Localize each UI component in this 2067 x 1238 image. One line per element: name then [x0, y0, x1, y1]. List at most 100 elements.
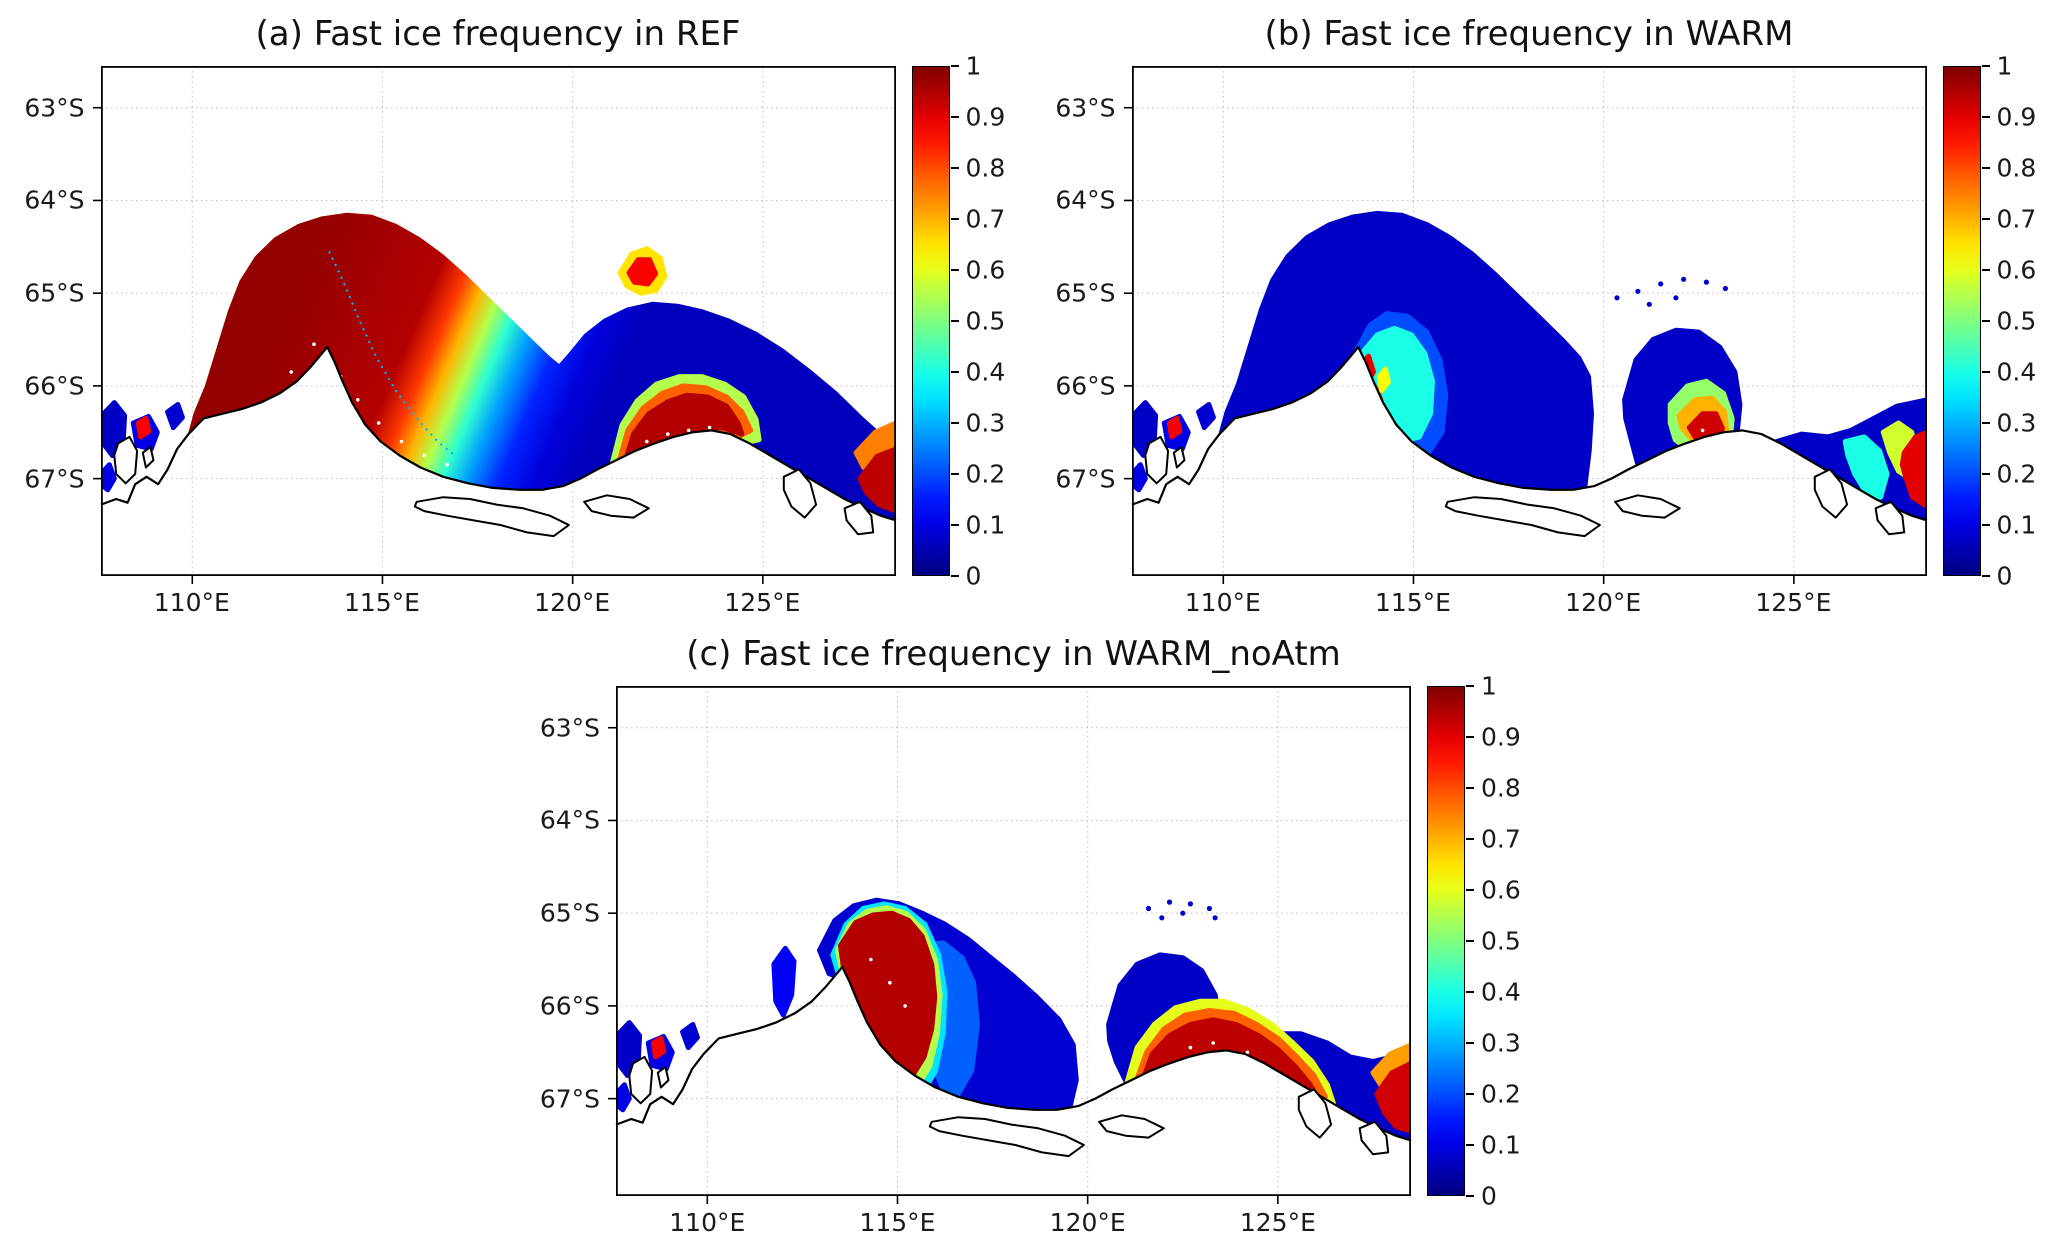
speckles — [288, 370, 293, 374]
west-ice-red-spot — [650, 1035, 667, 1060]
colorbar-tick-mark — [950, 575, 959, 577]
colorbar-tick-label: 0.7 — [965, 204, 1006, 234]
coastline — [615, 965, 1412, 1142]
right-cyan-patch — [1842, 434, 1890, 500]
island-outline — [1358, 1120, 1390, 1156]
coastline — [1131, 345, 1927, 522]
top-row: (a) Fast ice frequency in REF 63°S 64°S 65… — [0, 4, 2067, 618]
speckles — [1188, 1045, 1193, 1050]
island-outline — [1444, 496, 1601, 538]
colorbar-tick-mark — [1981, 320, 1990, 322]
west-ice-red-spot — [135, 415, 151, 440]
speckles — [888, 980, 892, 985]
offshore-specks — [1159, 915, 1165, 921]
colorbar-tick-mark — [1981, 473, 1990, 475]
colorbar-tick-label: 0 — [965, 561, 982, 591]
offshore-specks — [1206, 905, 1212, 912]
west-ice-patch — [1131, 462, 1148, 493]
offshore-specks — [1646, 301, 1652, 307]
island-outline — [656, 1066, 670, 1089]
island-outline — [1172, 446, 1185, 469]
x-tick-label: 120°E — [1049, 1208, 1126, 1237]
colorbar-tick-label: 0.1 — [1996, 510, 2037, 540]
offshore-specks — [1212, 915, 1218, 921]
right-edge-red — [856, 446, 896, 514]
speckles — [1211, 1041, 1215, 1045]
west-sliver — [771, 945, 797, 1018]
panel-b: (b) Fast ice frequency in WARM 63°S 64°S 6… — [1046, 4, 2053, 618]
colorbar-gradient — [911, 66, 950, 576]
colorbar-tick-mark — [1981, 371, 1990, 373]
plot-frame — [1131, 65, 1927, 577]
offshore-specks — [1672, 295, 1678, 301]
colorbar-tick-label: 0.2 — [1996, 459, 2037, 489]
colorbar-tick-label: 0 — [1481, 1181, 1497, 1211]
y-tick-label: 64°S — [24, 185, 85, 215]
island-outline — [1297, 1088, 1333, 1139]
colorbar-tick-label: 0.8 — [965, 153, 1006, 183]
colorbar-tick-label: 0.8 — [1996, 153, 2037, 183]
right-edge-orange — [853, 420, 896, 470]
right-edge-red — [1899, 429, 1927, 509]
colorbar-tick-label: 0.9 — [1481, 722, 1521, 752]
west-ice-patch — [1195, 402, 1216, 431]
panel-a-map — [92, 65, 896, 584]
map-background — [616, 686, 1411, 1196]
y-tick-label: 64°S — [1055, 185, 1116, 215]
x-tick-label: 125°E — [1755, 588, 1832, 617]
panel-b-colorbar: 1 0.9 0.8 0.7 0.6 0.5 0.4 0.3 0.2 0.1 0 — [1942, 52, 2053, 591]
x-tick-label: 110°E — [1184, 588, 1261, 617]
panel-c-x-axis-labels: 110°E 115°E 120°E 125°E — [616, 1196, 1411, 1238]
offshore-specks — [1187, 901, 1193, 907]
colorbar-tick-mark — [1981, 218, 1990, 220]
island-outline — [928, 1116, 1085, 1158]
axis-ticks — [1123, 106, 1795, 584]
colorbar-tick-label: 0.6 — [1481, 875, 1521, 905]
colorbar-tick-mark — [1466, 1144, 1474, 1146]
colorbar-tick-mark — [950, 320, 959, 322]
colorbar-tick-mark — [1466, 685, 1474, 687]
colorbar-tick-mark — [950, 269, 959, 271]
colorbar-tick-mark — [1466, 1195, 1474, 1197]
colorbar-tick-mark — [950, 218, 959, 220]
speckles — [707, 425, 711, 430]
contour-line — [327, 251, 455, 457]
speckles — [376, 421, 381, 425]
colorbar-tick-mark — [1466, 1093, 1474, 1095]
colorbar-tick-mark — [950, 422, 959, 424]
ice-frequency-field — [100, 212, 896, 521]
axis-ticks — [92, 106, 764, 584]
panel-b-x-axis-labels: 110°E 115°E 120°E 125°E — [1132, 576, 1927, 618]
panel-a-x-axis-labels: 110°E 115°E 120°E 125°E — [101, 576, 896, 618]
west-ice-red-spot — [1166, 415, 1182, 440]
island-outline — [1098, 1114, 1165, 1139]
speckles — [311, 342, 316, 347]
colorbar-tick-label: 0.1 — [965, 510, 1006, 540]
colorbar-tick-label: 0.6 — [965, 255, 1006, 285]
west-ice-patch — [616, 1082, 632, 1113]
colorbar-tick-label: 0.9 — [965, 102, 1006, 132]
panel-a-y-axis-labels: 63°S 64°S 65°S 66°S 67°S — [15, 66, 101, 576]
y-tick-label: 63°S — [539, 713, 600, 743]
panel-a: (a) Fast ice frequency in REF 63°S 64°S 65… — [15, 4, 1022, 618]
colorbar-tick-label: 0.5 — [1996, 306, 2037, 336]
colorbar-tick-label: 0.3 — [965, 408, 1006, 438]
island-outline — [141, 446, 154, 469]
colorbar-gradient — [1942, 66, 1981, 576]
x-tick-label: 125°E — [724, 588, 801, 617]
right-edge-red — [1374, 1060, 1411, 1134]
colorbar-tick-label: 0.3 — [1481, 1028, 1521, 1058]
speckles — [903, 1004, 907, 1008]
panel-c-title: (c) Fast ice frequency in WARM_noAtm — [686, 634, 1341, 674]
island-outline — [582, 494, 650, 519]
speckles — [422, 453, 426, 458]
colorbar-tick-label: 0.1 — [1481, 1130, 1521, 1160]
island-outline — [628, 1055, 654, 1105]
x-tick-label: 115°E — [859, 1208, 936, 1237]
panel-a-colorbar: 1 0.9 0.8 0.7 0.6 0.5 0.4 0.3 0.2 0.1 0 — [911, 52, 1022, 591]
y-tick-label: 66°S — [24, 371, 85, 401]
colorbar-tick-label: 0.7 — [1996, 204, 2037, 234]
speckles — [355, 398, 360, 402]
x-tick-label: 115°E — [343, 588, 420, 617]
